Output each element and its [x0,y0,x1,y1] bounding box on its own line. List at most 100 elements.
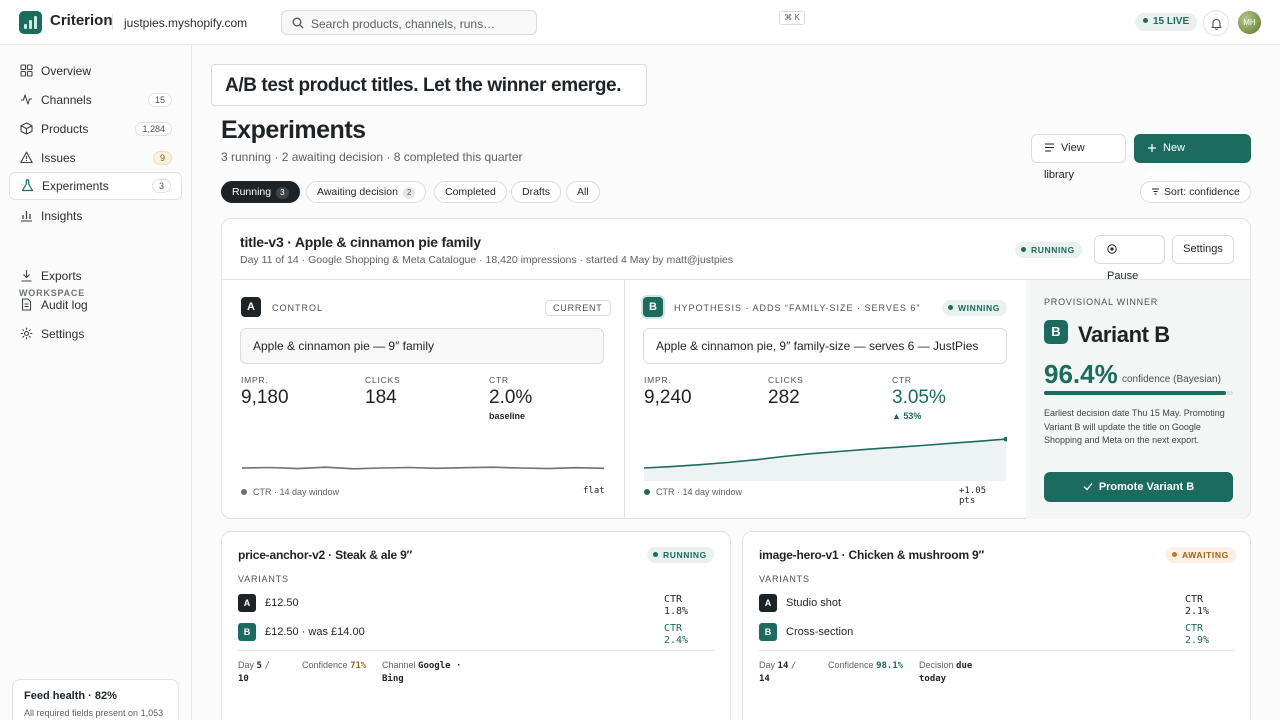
sidebar-item-label: Experiments [42,179,109,193]
experiment-title[interactable]: image-hero-v1 · Chicken & mushroom 9″ [759,548,985,562]
search-input[interactable]: Search products, channels, runs… ⌘ K [281,10,805,35]
notifications-button[interactable] [1203,10,1229,36]
decision-value-2: today [919,674,947,684]
live-badge[interactable]: 15 LIVE [1135,13,1198,31]
sidebar-item-label: Overview [41,64,92,78]
sidebar-item-channels[interactable]: Channels 15 [9,86,182,114]
experiment-settings-button[interactable]: Settings [1172,235,1234,264]
impressions-label: IMPR. [241,375,269,385]
filter-drafts[interactable]: Drafts [511,181,562,203]
sidebar-item-overview[interactable]: Overview [9,57,182,85]
status-badge: AWAITING [1166,547,1236,563]
experiment-title[interactable]: price-anchor-v2 · Steak & ale 9″ [238,548,413,562]
delta-unit: pts [959,496,976,506]
experiment-title[interactable]: title-v3 · Apple & cinnamon pie family [240,234,481,250]
current-badge: CURRENT [545,300,611,316]
divider [624,280,625,519]
ctr-value: 2.9% [1185,635,1210,646]
variant-a-text: £12.50 [265,597,299,609]
view-library-button[interactable]: View library [1031,134,1126,181]
ctr-label: CTR [489,375,509,385]
sort-button[interactable]: Sort: confidence [1140,181,1251,203]
sparkline-area [644,439,1006,481]
day-progress: Day 5 / 10 [238,659,270,685]
control-title-text[interactable]: Apple & cinnamon pie — 9″ family [240,328,604,364]
flask-icon [21,179,34,192]
sort-icon [1152,188,1159,195]
sidebar-item-issues[interactable]: Issues 9 [9,144,182,172]
sidebar-item-label: Settings [41,327,85,341]
experiment-card-image-hero: image-hero-v1 · Chicken & mushroom 9″ AW… [742,531,1251,720]
variant-b-text: Cross-section [786,626,854,638]
count-badge: 1,284 [135,122,172,136]
sparkline-line [241,466,605,470]
impressions-value: 9,180 [241,387,289,408]
count-badge: 9 [152,151,172,165]
sidebar-item-label: Issues [41,151,76,165]
filter-count: 2 [402,187,416,199]
winner-name: Variant B [1078,322,1170,347]
day-value: 5 [256,661,262,671]
sidebar-item-insights[interactable]: Insights [9,202,182,230]
day-progress: Day 14 /14 [759,659,796,685]
day-label: Day [759,660,776,670]
confidence-bar-fill [1044,391,1227,395]
main-content: A/B test product titles. Let the winner … [192,45,1280,720]
impressions-label: IMPR. [644,375,672,385]
filter-all[interactable]: All [566,181,600,203]
box-icon [20,122,33,135]
provisional-winner-label: PROVISIONAL WINNER [1044,297,1159,307]
search-shortcut: ⌘ K [779,11,805,25]
sidebar-item-audit-log[interactable]: Audit log [9,291,182,319]
plus-icon [1148,144,1156,152]
confidence-bar [1044,391,1233,395]
feed-health-description: All required fields present on 1,053 of … [24,708,164,718]
decision-stat: Decision due today [919,659,972,685]
winning-badge: WINNING [942,300,1007,316]
confidence-value: 96.4% [1044,359,1118,389]
page-subtitle: 3 running · 2 awaiting decision · 8 comp… [221,150,523,164]
criterion-logo-icon[interactable] [19,11,42,34]
feed-health-card[interactable]: Feed health · 82% All required fields pr… [12,679,179,720]
ctr-label: CTR [664,594,683,605]
confidence-stat: Confidence 98.1% [828,659,903,672]
filter-label: Drafts [522,186,551,198]
search-placeholder: Search products, channels, runs… [311,17,496,31]
day-separator: / [790,661,797,671]
sidebar-item-products[interactable]: Products 1,284 [9,115,182,143]
confidence-label: Confidence [828,660,874,670]
variant-a-ctr: CTR 2.1% [1185,594,1209,618]
brand-name[interactable]: Criterion [50,12,113,29]
ctr-value: 2.0% [489,387,533,408]
pause-button[interactable]: Pause [1094,235,1165,282]
provisional-winner-panel: PROVISIONAL WINNER B Variant B 96.4% con… [1026,280,1250,519]
count-badge: 3 [151,179,171,193]
sidebar-item-settings[interactable]: Settings [9,320,182,348]
sidebar-item-experiments[interactable]: Experiments 3 [9,172,182,200]
chart-legend: CTR · 14 day window [241,487,339,497]
filter-completed[interactable]: Completed [434,181,507,203]
sidebar-item-exports[interactable]: Exports [9,262,182,290]
ctr-baseline: baseline [489,411,526,421]
shop-domain[interactable]: justpies.myshopify.com [124,16,248,30]
promote-variant-button[interactable]: Promote Variant B [1044,472,1233,502]
confidence-label: Confidence [302,660,348,670]
ctr-label: CTR [664,623,683,634]
avatar[interactable]: MH [1238,11,1261,34]
pause-icon [1107,244,1117,254]
sparkline-line [643,438,1007,469]
clicks-value: 184 [365,387,397,408]
filter-running[interactable]: Running 3 [221,181,300,203]
download-icon [21,270,32,282]
filter-awaiting-decision[interactable]: Awaiting decision 2 [306,181,427,203]
status-label: RUNNING [1031,245,1075,255]
clicks-label: CLICKS [768,375,804,385]
page-title: Experiments [221,116,366,144]
hypothesis-title-text[interactable]: Apple & cinnamon pie, 9″ family-size — s… [643,328,1007,364]
ctr-value: 2.1% [1185,606,1210,617]
day-total: 14 [759,674,770,684]
new-experiment-button[interactable]: New experiment [1134,134,1251,181]
variant-b-tag: B [643,297,663,317]
legend-dot-icon [241,489,247,495]
hypothesis-label: HYPOTHESIS · ADDS “FAMILY-SIZE · SERVES … [674,303,921,313]
